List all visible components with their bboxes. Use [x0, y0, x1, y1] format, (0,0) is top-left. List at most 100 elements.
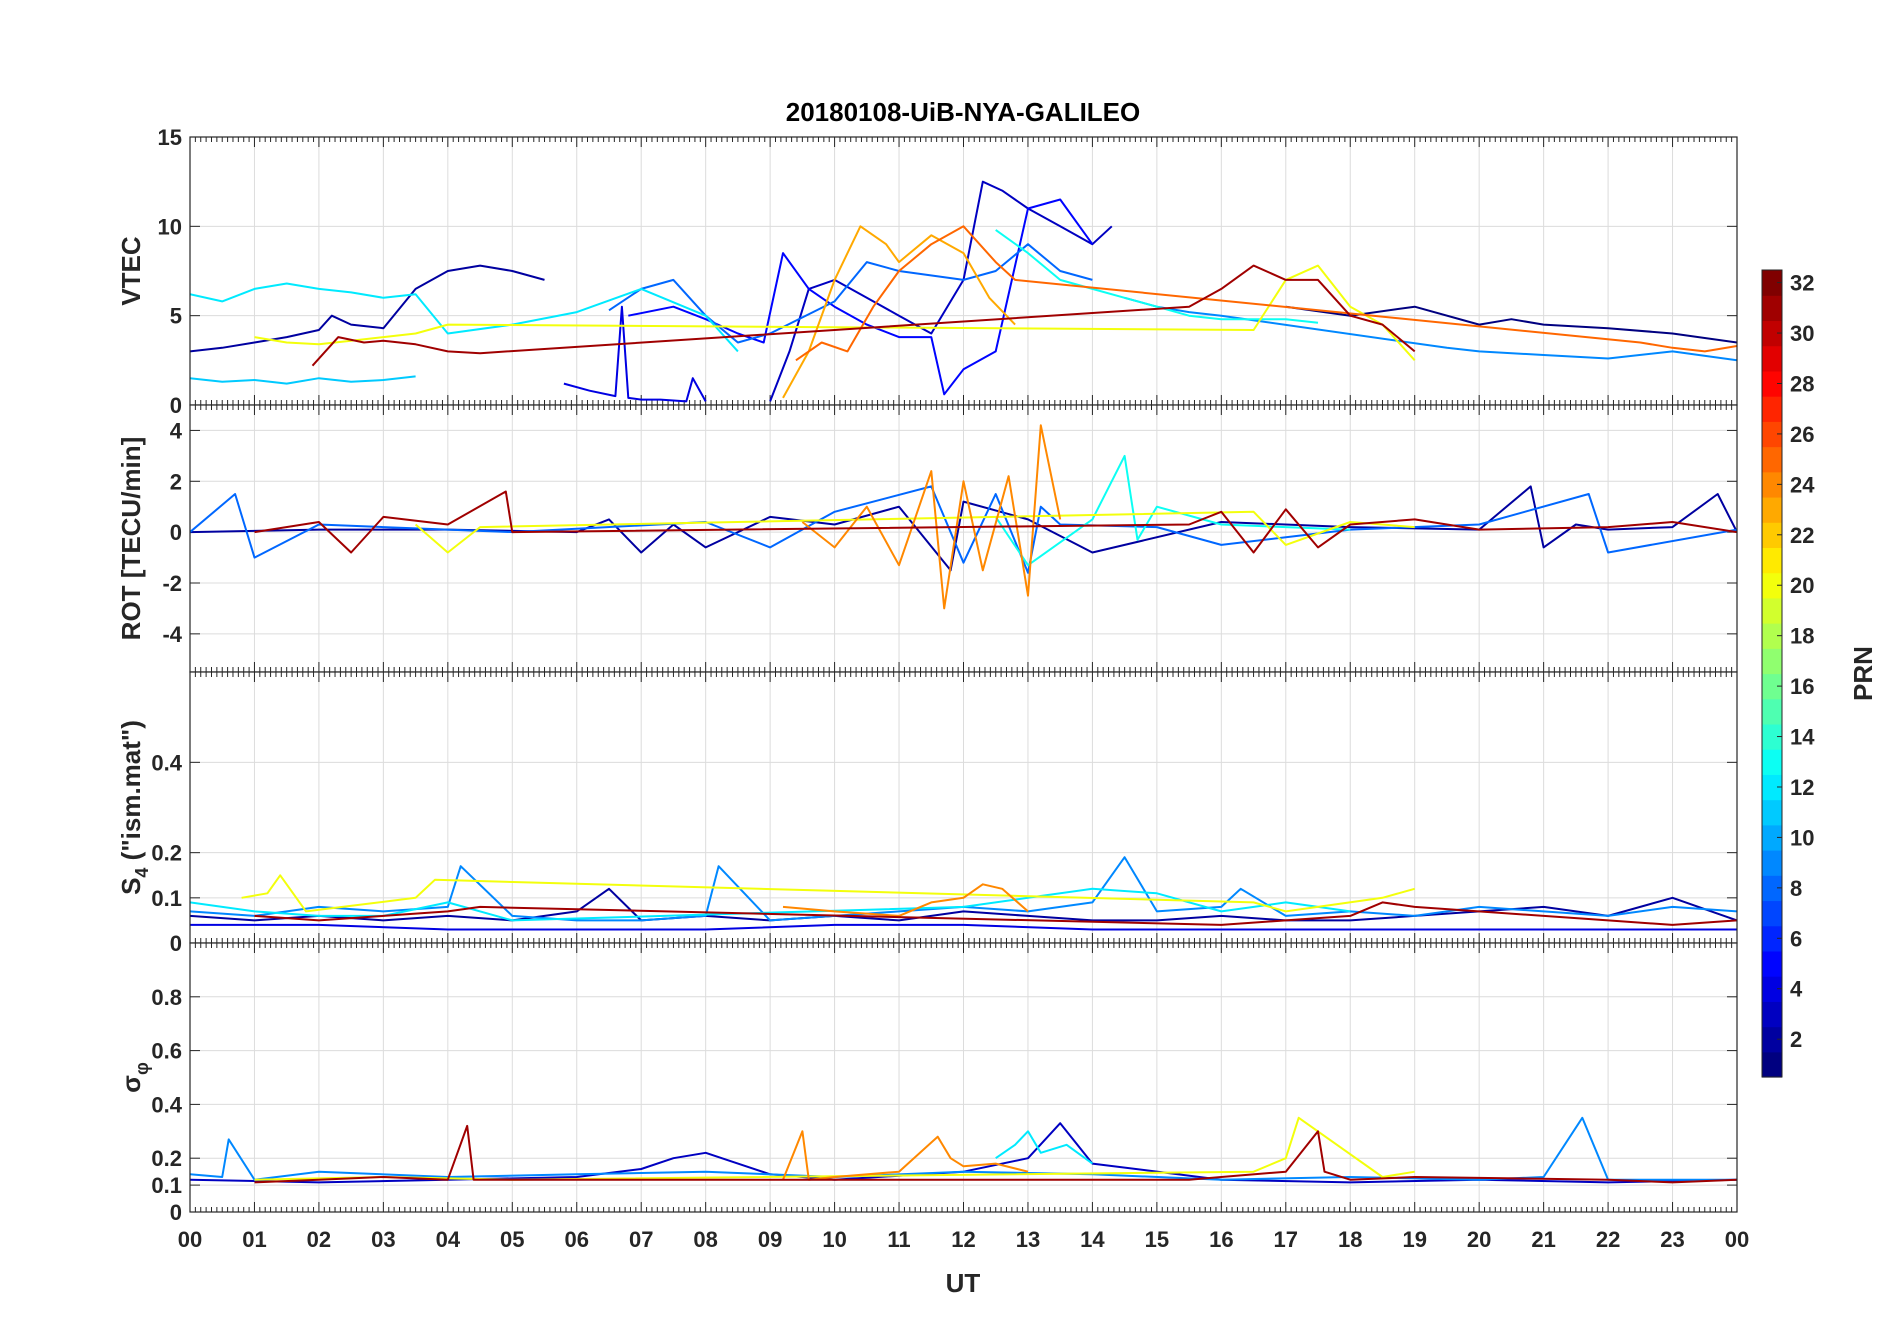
series-line-prn-23	[782, 225, 1016, 399]
colorbar-tick-label: 30	[1790, 321, 1814, 346]
colorbar-tick-label: 28	[1790, 371, 1814, 396]
x-tick-label: 04	[436, 1227, 461, 1252]
x-tick-label: 09	[758, 1227, 782, 1252]
x-tick-label: 05	[500, 1227, 524, 1252]
y-axis-label-sub: 4	[132, 868, 152, 878]
series-line-prn-20	[254, 264, 1416, 361]
series-line-prn-31	[254, 901, 1737, 926]
series-line-prn-9	[1124, 296, 1737, 362]
x-tick-label: 03	[371, 1227, 395, 1252]
panel-frame	[189, 942, 1738, 1213]
x-tick-label: 12	[951, 1227, 975, 1252]
y-tick-label: 0.4	[151, 1092, 182, 1117]
x-tick-label: 21	[1531, 1227, 1555, 1252]
y-tick-label: 0.2	[151, 841, 182, 866]
x-tick-label: 23	[1660, 1227, 1684, 1252]
series-line-prn-31	[311, 264, 1416, 367]
colorbar-segment	[1762, 824, 1782, 851]
x-tick-label: 19	[1402, 1227, 1426, 1252]
y-tick-label: 4	[170, 418, 183, 443]
colorbar-segment	[1762, 850, 1782, 876]
colorbar-segment	[1762, 950, 1782, 977]
x-tick-label: 00	[1725, 1227, 1749, 1252]
series-line-prn-31	[254, 1124, 1737, 1184]
series-line-prn-20	[241, 874, 1415, 913]
colorbar-segment	[1762, 522, 1782, 549]
colorbar-tick-label: 18	[1790, 624, 1814, 649]
series-line-prn-12	[995, 1130, 1093, 1165]
series-line-prn-31	[254, 490, 1737, 554]
y-tick-label: 0.1	[151, 886, 182, 911]
x-axis-label: UT	[946, 1268, 981, 1298]
x-tick-label: 08	[693, 1227, 717, 1252]
y-axis-label-rest: ("ism.mat")	[116, 720, 146, 867]
x-tick-label: 11	[887, 1227, 910, 1252]
colorbar-segment	[1762, 320, 1782, 347]
series-line-prn-4	[563, 305, 707, 403]
x-tick-label: 15	[1145, 1227, 1169, 1252]
y-tick-label: 0	[170, 393, 182, 418]
colorbar-segment	[1762, 295, 1782, 322]
y-tick-label: 5	[170, 304, 182, 329]
colorbar-segment	[1762, 421, 1782, 448]
colorbar-tick-label: 14	[1790, 725, 1815, 750]
x-tick-label: 06	[565, 1227, 589, 1252]
series-line-prn-11	[190, 375, 416, 385]
colorbar-segment	[1762, 370, 1782, 397]
y-tick-label: 0.4	[151, 750, 182, 775]
series-line-prn-12	[190, 282, 739, 353]
colorbar-tick-label: 8	[1790, 876, 1802, 901]
x-tick-label: 10	[822, 1227, 846, 1252]
series-line-prn-1	[1285, 305, 1737, 344]
x-tick-label: 20	[1467, 1227, 1491, 1252]
colorbar-segment	[1762, 1026, 1782, 1053]
y-axis-label-sub: φ	[132, 1062, 152, 1075]
colorbar-segment	[1762, 648, 1782, 675]
colorbar-segment	[1762, 396, 1782, 422]
colorbar-tick-label: 16	[1790, 674, 1814, 699]
colorbar-tick-label: 20	[1790, 573, 1814, 598]
panel-2: -4 -2 0 2 4 ROT [TECU/min]	[116, 404, 1738, 673]
colorbar-tick-label: 26	[1790, 422, 1814, 447]
colorbar-tick-label: 32	[1790, 271, 1814, 296]
series-line-prn-24	[782, 1130, 1029, 1181]
colorbar-segment	[1762, 547, 1782, 574]
colorbar-segment	[1762, 623, 1782, 649]
y-tick-label: 15	[158, 125, 182, 150]
series-line-prn-2	[190, 264, 545, 353]
y-tick-label: 0.6	[151, 1039, 182, 1064]
colorbar-tick-label: 4	[1790, 977, 1803, 1002]
y-tick-label: 0.8	[151, 985, 182, 1010]
series-group	[190, 1116, 1737, 1184]
series-line-prn-25	[795, 225, 1737, 362]
colorbar-segment	[1762, 976, 1782, 1002]
series-line-prn-9	[190, 1116, 1737, 1181]
colorbar-segment	[1762, 799, 1782, 826]
y-axis-label: VTEC	[116, 236, 146, 306]
colorbar-segment	[1762, 673, 1782, 700]
x-tick-label: 02	[307, 1227, 331, 1252]
series-group	[190, 180, 1737, 403]
x-tick-label: 01	[242, 1227, 266, 1252]
colorbar-segment	[1762, 345, 1782, 372]
colorbar-segment	[1762, 774, 1782, 801]
colorbar-segment	[1762, 471, 1782, 498]
x-tick-label: 13	[1016, 1227, 1040, 1252]
colorbar-tick-label: 12	[1790, 775, 1814, 800]
x-tick-label: 17	[1274, 1227, 1298, 1252]
colorbar-segment	[1762, 597, 1782, 624]
y-tick-label: 0.2	[151, 1146, 182, 1171]
colorbar-segment	[1762, 723, 1782, 750]
y-tick-label: 0	[170, 1200, 182, 1225]
x-tick-label: 07	[629, 1227, 653, 1252]
y-tick-label: 0	[170, 931, 182, 956]
panel-1: 0 5 10 15 VTEC	[116, 125, 1738, 418]
colorbar-tick-label: 24	[1790, 472, 1815, 497]
colorbar-segment	[1762, 749, 1782, 775]
y-tick-label: -4	[162, 622, 182, 647]
y-tick-label: 0.1	[151, 1173, 182, 1198]
series-group	[190, 424, 1737, 610]
